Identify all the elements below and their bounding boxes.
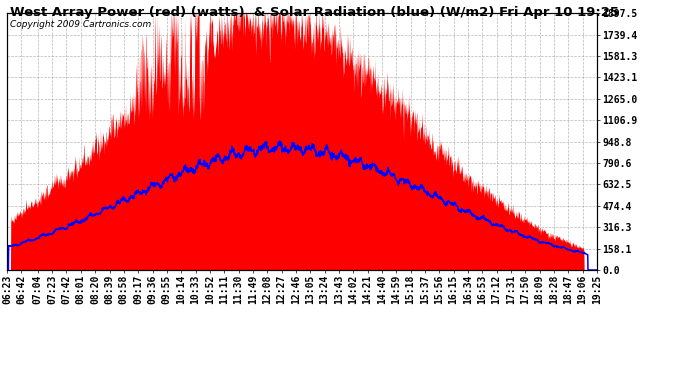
Text: Copyright 2009 Cartronics.com: Copyright 2009 Cartronics.com xyxy=(10,20,151,28)
Text: West Array Power (red) (watts)  & Solar Radiation (blue) (W/m2) Fri Apr 10 19:25: West Array Power (red) (watts) & Solar R… xyxy=(10,6,620,19)
